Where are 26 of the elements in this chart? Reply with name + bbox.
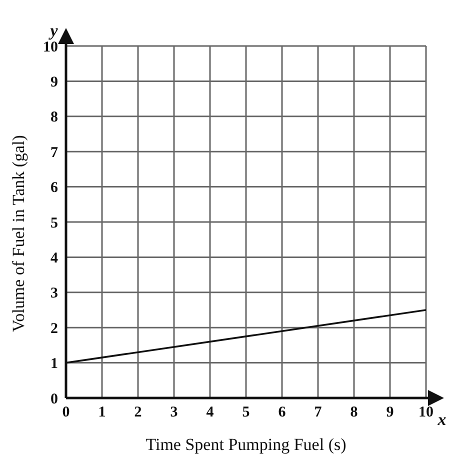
- text: x: [436, 410, 447, 429]
- x-tick-label: 3: [170, 404, 178, 421]
- y-tick-label: 8: [50, 110, 58, 126]
- x-tick-label: 5: [242, 404, 250, 421]
- x-tick-label: 1: [98, 404, 106, 421]
- y-tick-label: 9: [50, 74, 58, 91]
- x-tick-label: 10: [418, 404, 434, 421]
- x-tick-label: 6: [278, 404, 286, 421]
- text: y: [48, 21, 58, 40]
- x-axis-title: Time Spent Pumping Fuel (s): [146, 435, 346, 454]
- y-tick-label: 0: [50, 391, 58, 408]
- y-tick-label: 7: [50, 144, 58, 161]
- x-tick-label: 8: [350, 404, 358, 421]
- x-tick-label: 4: [206, 404, 214, 421]
- x-tick-label: 9: [386, 404, 394, 421]
- y-tick-label: 5: [50, 215, 58, 232]
- y-tick-label: 1: [50, 356, 58, 372]
- y-tick-label: 6: [50, 180, 58, 196]
- x-tick-label: 7: [314, 404, 322, 421]
- y-axis-title: Volume of Fuel in Tank (gal): [9, 135, 28, 332]
- y-tick-label: 10: [43, 39, 58, 56]
- x-tick-label: 0: [62, 404, 70, 421]
- y-tick-label: 4: [50, 250, 58, 267]
- y-tick-label: 3: [50, 286, 58, 302]
- y-tick-label: 2: [50, 320, 58, 337]
- x-tick-label: 2: [134, 404, 142, 421]
